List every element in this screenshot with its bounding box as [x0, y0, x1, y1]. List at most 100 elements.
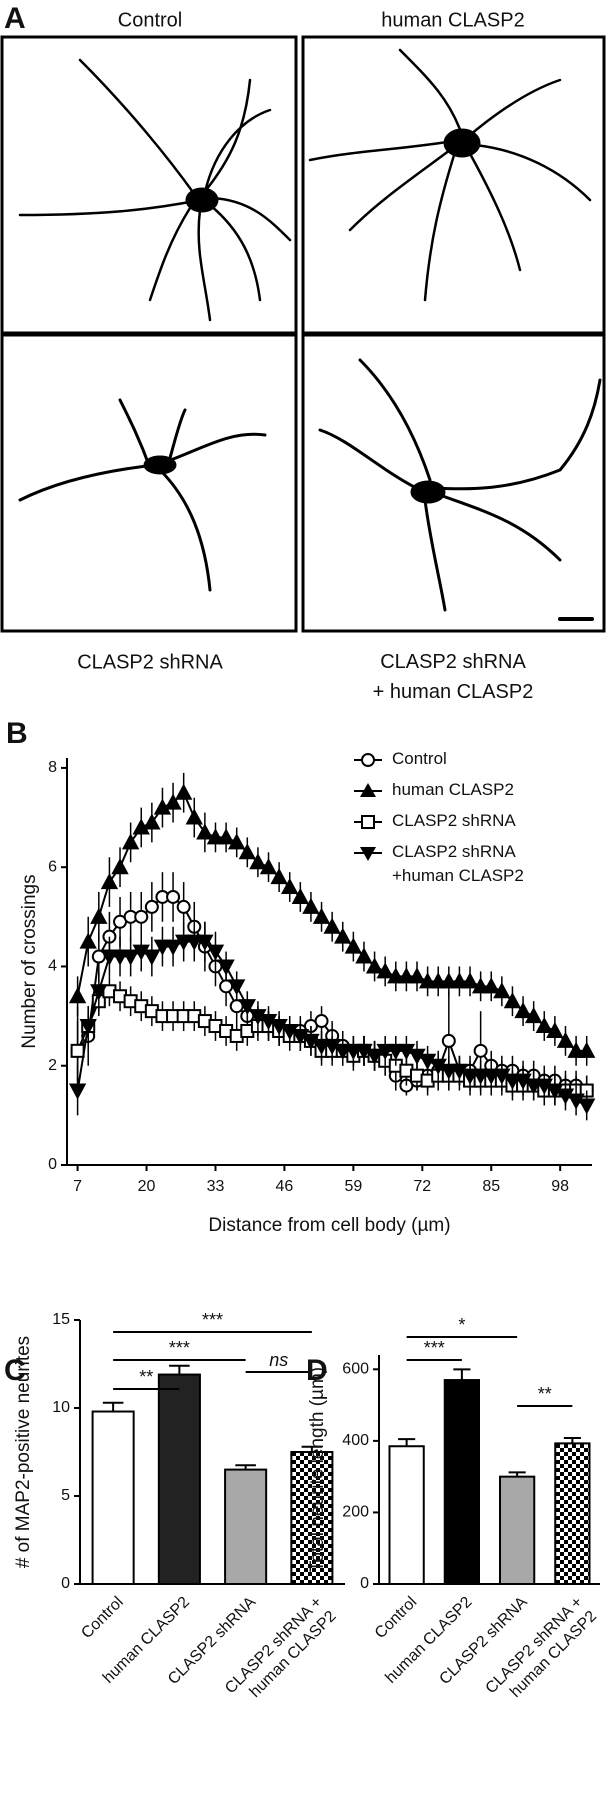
marker: [387, 967, 405, 984]
y-tick-label: 4: [48, 958, 57, 975]
bar: [157, 1373, 201, 1586]
image-caption: Control: [118, 9, 182, 31]
marker: [473, 1043, 488, 1058]
bar: [498, 1475, 536, 1585]
marker: [461, 1068, 479, 1085]
legend-label-line: +human CLASP2: [392, 866, 524, 885]
marker: [111, 858, 129, 875]
marker: [185, 934, 203, 951]
legend-label: Control: [392, 749, 447, 768]
x-tick-label-line: Control: [78, 1594, 127, 1643]
marker: [314, 1014, 329, 1029]
marker: [68, 987, 87, 1004]
marker: [397, 967, 416, 984]
y-tick-label: 400: [342, 1432, 369, 1449]
marker: [291, 887, 310, 904]
marker: [471, 1068, 490, 1085]
y-tick-label: 0: [61, 1575, 70, 1592]
y-tick-label: 10: [52, 1399, 70, 1416]
legend-marker: [360, 847, 376, 861]
marker: [174, 783, 193, 800]
y-axis-label: Total neurite length (µm): [307, 1367, 328, 1572]
marker: [100, 872, 119, 890]
marker: [68, 1083, 87, 1100]
marker: [567, 1041, 585, 1058]
marker: [206, 828, 225, 845]
legend-marker: [361, 815, 375, 829]
significance-label: **: [139, 1367, 153, 1387]
y-tick-label: 5: [61, 1487, 70, 1504]
marker: [144, 899, 159, 914]
marker: [441, 1033, 456, 1048]
x-tick-label: Control: [372, 1594, 421, 1643]
significance-label: ***: [169, 1338, 190, 1358]
marker: [302, 897, 320, 914]
marker: [524, 1078, 543, 1095]
x-tick-label: 72: [413, 1178, 431, 1195]
legend-label-line: CLASP2 shRNA: [392, 842, 516, 861]
marker: [228, 833, 246, 850]
marker: [535, 1016, 553, 1034]
marker: [524, 1006, 543, 1024]
marker: [365, 1048, 384, 1065]
micrograph: [0, 35, 606, 633]
marker: [461, 972, 479, 989]
significance-label: **: [538, 1384, 552, 1404]
marker: [90, 984, 108, 1001]
x-tick-label: 20: [138, 1178, 156, 1195]
marker: [238, 999, 256, 1016]
bar: [554, 1442, 591, 1585]
legend-label-line: Control: [392, 749, 447, 768]
marker: [217, 959, 235, 976]
marker: [185, 808, 203, 825]
marker: [90, 907, 108, 924]
x-tick-label: 98: [551, 1178, 569, 1195]
marker: [482, 977, 500, 994]
marker: [312, 907, 331, 924]
y-axis-label: # of MAP2-positive neurites: [13, 1336, 34, 1568]
y-tick-label: 200: [342, 1504, 369, 1521]
marker: [259, 858, 278, 875]
y-tick-label: 0: [360, 1575, 369, 1592]
bar: [290, 1451, 334, 1585]
x-tick-label-line: Control: [372, 1594, 421, 1643]
marker: [546, 1021, 564, 1038]
marker: [134, 909, 149, 924]
marker: [121, 949, 140, 966]
marker: [376, 1043, 394, 1060]
x-axis-label: Distance from cell body (µm): [208, 1215, 450, 1236]
marker: [217, 828, 235, 845]
marker: [387, 1043, 405, 1060]
legend-marker: [361, 753, 375, 767]
marker: [196, 934, 214, 951]
panel-letter: D: [306, 1354, 328, 1387]
marker: [249, 853, 267, 870]
marker: [578, 1041, 596, 1058]
caption-line: CLASP2 shRNA: [380, 651, 526, 673]
marker: [578, 1098, 596, 1115]
x-tick-label: 33: [207, 1178, 225, 1195]
marker: [228, 979, 246, 996]
marker: [206, 944, 225, 961]
marker: [143, 813, 161, 830]
panel-letter: B: [6, 717, 28, 750]
y-tick-label: 6: [48, 858, 57, 875]
y-tick-label: 600: [342, 1361, 369, 1378]
marker: [312, 1038, 331, 1055]
marker: [270, 868, 288, 885]
marker: [334, 1043, 352, 1060]
legend-label: CLASP2 shRNA +human CLASP2: [392, 842, 524, 885]
significance-label: ***: [424, 1338, 445, 1358]
marker: [238, 843, 256, 860]
marker: [408, 967, 426, 984]
marker: [143, 949, 161, 966]
legend-label: CLASP2 shRNA: [392, 811, 516, 830]
bar: [388, 1445, 425, 1585]
marker: [100, 949, 119, 966]
marker: [196, 823, 214, 840]
series: [68, 921, 596, 1121]
x-tick-label: 85: [482, 1178, 500, 1195]
bar: [91, 1410, 135, 1586]
marker: [70, 1043, 85, 1058]
marker: [556, 1031, 575, 1048]
